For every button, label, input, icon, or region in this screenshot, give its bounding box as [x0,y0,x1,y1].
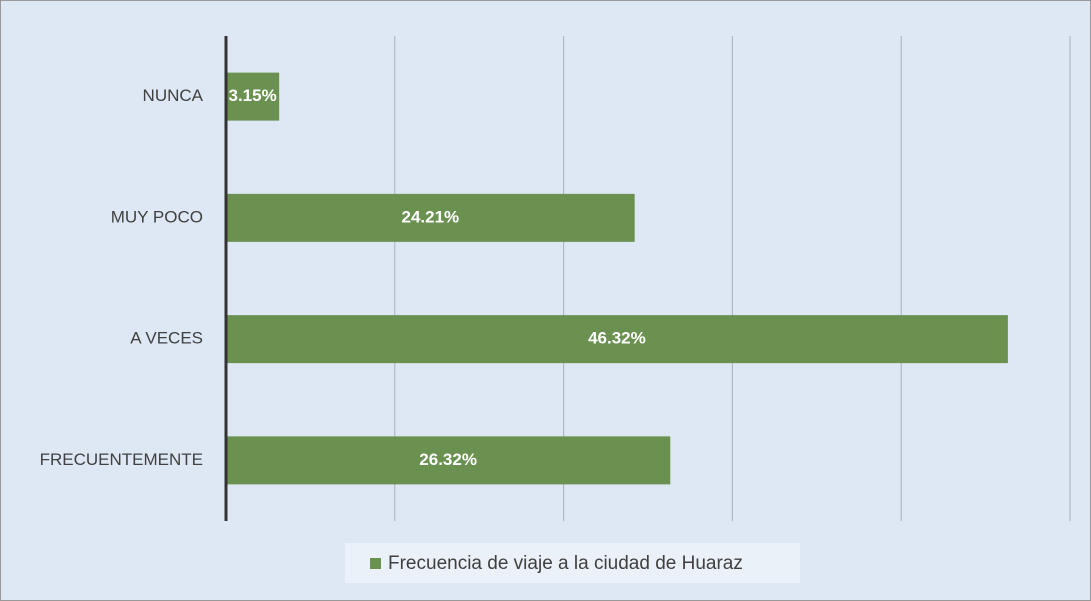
y-tick-label: A VECES [130,329,203,348]
data-label: 26.32% [419,450,477,469]
y-tick-label: MUY POCO [111,207,203,226]
y-tick-label: FRECUENTEMENTE [40,450,203,469]
bar [226,72,280,121]
legend-swatch [370,558,381,569]
legend-box [345,543,800,583]
bar [226,315,1008,364]
bar [226,193,635,242]
y-tick-label: NUNCA [143,86,204,105]
legend-label: Frecuencia de viaje a la ciudad de Huara… [388,553,743,574]
bar [226,436,671,485]
data-label: 3.15% [228,86,276,105]
data-label: 24.21% [401,207,459,226]
data-label: 46.32% [588,329,646,348]
